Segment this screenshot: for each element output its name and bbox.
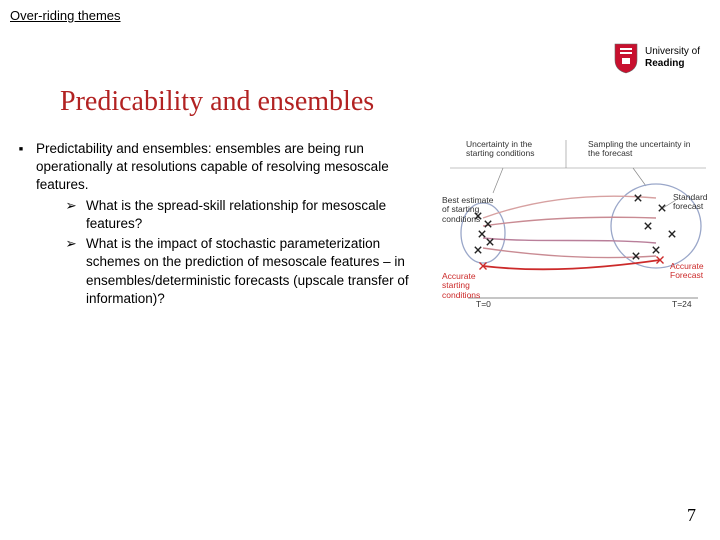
topic-label: Over-riding themes — [10, 8, 121, 23]
diagram-label-uncertainty-start: Uncertainty in the starting conditions — [466, 140, 561, 159]
logo-line1: University of — [645, 46, 700, 58]
bullet-sub2-text: What is the impact of stochastic paramet… — [86, 235, 436, 308]
slide-title: Predicability and ensembles — [60, 86, 374, 118]
shield-icon — [613, 42, 639, 74]
diagram-label-best-estimate: Best estimate of starting conditions — [442, 196, 500, 224]
logo-text: University of Reading — [645, 46, 700, 70]
diagram-label-sampling: Sampling the uncertainty in the forecast — [588, 140, 703, 159]
ensemble-diagram: Uncertainty in the starting conditions S… — [448, 138, 708, 318]
bullet-sub1-text: What is the spread-skill relationship fo… — [86, 197, 436, 233]
square-bullet-icon: ▪ — [14, 140, 28, 308]
diagram-label-accurate-forecast: Accurate Forecast — [670, 262, 714, 281]
bullet-lvl2: ➢ What is the impact of stochastic param… — [64, 235, 436, 308]
diagram-xaxis-left: T=0 — [476, 300, 491, 309]
bullet-lvl1: ▪ Predictability and ensembles: ensemble… — [14, 140, 436, 308]
diagram-xaxis-right: T=24 — [672, 300, 692, 309]
arrow-bullet-icon: ➢ — [64, 235, 78, 308]
bullet-lvl2: ➢ What is the spread-skill relationship … — [64, 197, 436, 233]
diagram-label-standard-forecast: Standard forecast — [673, 193, 717, 212]
logo-line2: Reading — [645, 58, 700, 70]
arrow-bullet-icon: ➢ — [64, 197, 78, 233]
university-logo: University of Reading — [613, 42, 700, 74]
bullet-lvl1-text: Predictability and ensembles: ensembles … — [36, 141, 389, 192]
body-text: ▪ Predictability and ensembles: ensemble… — [14, 140, 436, 312]
diagram-label-accurate-start: Accurate starting conditions — [442, 272, 502, 300]
page-number: 7 — [687, 505, 696, 526]
